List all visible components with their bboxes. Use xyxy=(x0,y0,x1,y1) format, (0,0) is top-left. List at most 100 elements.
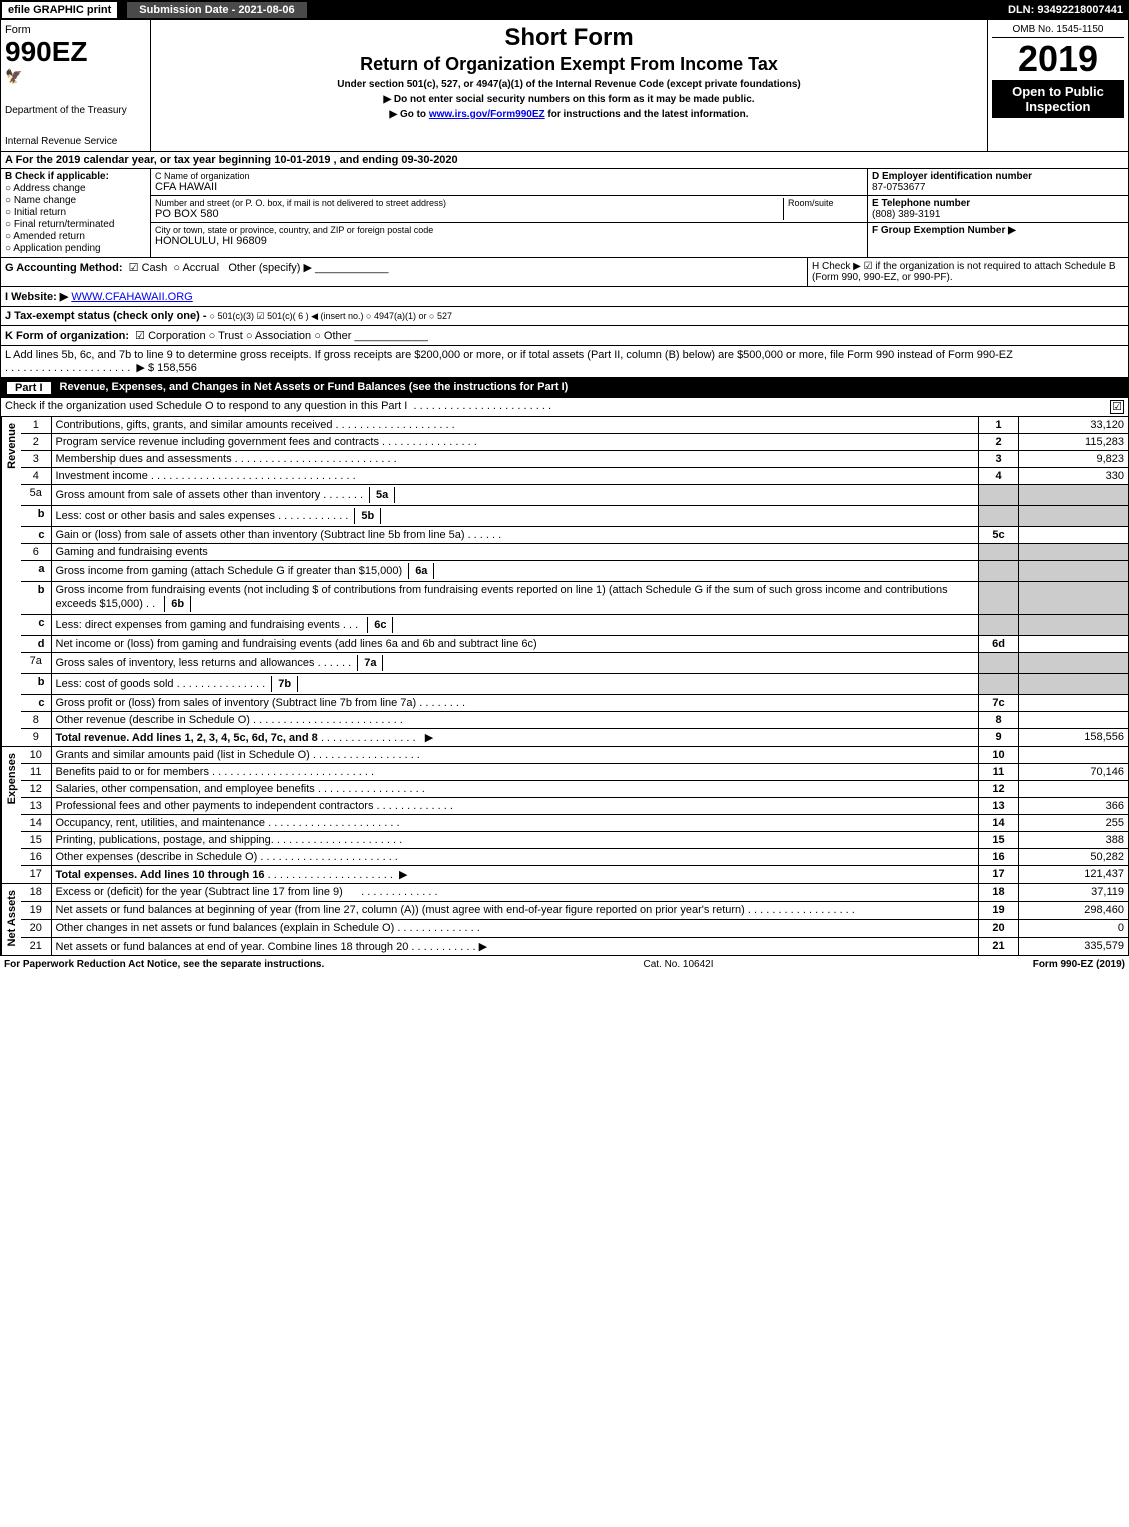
A-begin-date: 10-01-2019 xyxy=(274,154,330,166)
schedule-o-check-row: Check if the organization used Schedule … xyxy=(0,398,1129,417)
line-6c: cLess: direct expenses from gaming and f… xyxy=(21,615,1129,636)
form-number: 990EZ xyxy=(5,36,146,68)
C-street-label: Number and street (or P. O. box, if mail… xyxy=(155,198,783,208)
subtitle-section: Under section 501(c), 527, or 4947(a)(1)… xyxy=(155,79,983,90)
line-4: 4Investment income . . . . . . . . . . .… xyxy=(21,468,1129,485)
H-schedule-b: H Check ▶ ☑ if the organization is not r… xyxy=(808,258,1128,286)
line-5c: cGain or (loss) from sale of assets othe… xyxy=(21,527,1129,544)
line-11: 11Benefits paid to or for members . . . … xyxy=(21,764,1129,781)
line-8: 8Other revenue (describe in Schedule O) … xyxy=(21,712,1129,729)
G-label: G Accounting Method: xyxy=(5,262,123,274)
subtitle-goto: ▶ Go to www.irs.gov/Form990EZ for instru… xyxy=(155,109,983,120)
line-10: 10Grants and similar amounts paid (list … xyxy=(21,747,1129,764)
line-19: 19Net assets or fund balances at beginni… xyxy=(21,901,1129,919)
chk-label: Final return/terminated xyxy=(14,219,115,230)
line-3: 3Membership dues and assessments . . . .… xyxy=(21,451,1129,468)
col-C-org-info: C Name of organization CFA HAWAII Number… xyxy=(151,169,868,257)
line-13: 13Professional fees and other payments t… xyxy=(21,798,1129,815)
K-options[interactable]: ☑ Corporation ○ Trust ○ Association ○ Ot… xyxy=(135,330,351,342)
row-J-tax-exempt: J Tax-exempt status (check only one) - ○… xyxy=(0,307,1129,326)
A-prefix: A For the 2019 calendar year, or tax yea… xyxy=(5,154,274,166)
page-footer: For Paperwork Reduction Act Notice, see … xyxy=(0,956,1129,973)
line-9: 9Total revenue. Add lines 1, 2, 3, 4, 5c… xyxy=(21,729,1129,747)
part-I-title: Revenue, Expenses, and Changes in Net As… xyxy=(60,381,569,395)
line-2: 2Program service revenue including gover… xyxy=(21,434,1129,451)
J-label: J Tax-exempt status (check only one) - xyxy=(5,310,207,322)
efile-print-label[interactable]: efile GRAPHIC print xyxy=(0,0,119,20)
info-block: B Check if applicable: ○ Address change … xyxy=(0,169,1129,258)
chk-label: Application pending xyxy=(13,243,100,254)
line-7a: 7aGross sales of inventory, less returns… xyxy=(21,653,1129,674)
submission-date-label: Submission Date - 2021-08-06 xyxy=(125,0,308,20)
line-18: 18Excess or (deficit) for the year (Subt… xyxy=(21,884,1129,901)
row-K-form-org: K Form of organization: ☑ Corporation ○ … xyxy=(0,326,1129,346)
header-title-block: Short Form Return of Organization Exempt… xyxy=(151,20,988,151)
G-other[interactable]: Other (specify) ▶ xyxy=(228,262,312,274)
G-accounting: G Accounting Method: ☑ Cash ○ Accrual Ot… xyxy=(1,258,808,286)
chk-name-change[interactable]: ○ Name change xyxy=(5,195,146,206)
schedule-o-text: Check if the organization used Schedule … xyxy=(5,400,407,414)
irs-link[interactable]: www.irs.gov/Form990EZ xyxy=(429,109,545,120)
J-options[interactable]: ○ 501(c)(3) ☑ 501(c)( 6 ) ◀ (insert no.)… xyxy=(210,311,452,321)
net-assets-section: Net Assets 18Excess or (deficit) for the… xyxy=(0,884,1129,956)
expenses-side-label: Expenses xyxy=(1,747,21,884)
title-short-form: Short Form xyxy=(155,24,983,52)
L-text: L Add lines 5b, 6c, and 7b to line 9 to … xyxy=(5,349,1013,361)
chk-address-change[interactable]: ○ Address change xyxy=(5,183,146,194)
row-I-website: I Website: ▶ WWW.CFAHAWAII.ORG xyxy=(0,287,1129,307)
title-return-exempt: Return of Organization Exempt From Incom… xyxy=(155,54,983,75)
line-6b: bGross income from fundraising events (n… xyxy=(21,582,1129,615)
irs-eagle-icon: 🦅 xyxy=(5,68,146,85)
header-left: Form 990EZ 🦅 Department of the Treasury … xyxy=(1,20,151,151)
row-GH: G Accounting Method: ☑ Cash ○ Accrual Ot… xyxy=(0,258,1129,287)
C-city-label: City or town, state or province, country… xyxy=(155,225,863,235)
line-20: 20Other changes in net assets or fund ba… xyxy=(21,919,1129,937)
D-ein: 87-0753677 xyxy=(872,182,925,193)
E-phone: (808) 389-3191 xyxy=(872,209,940,220)
chk-amended-return[interactable]: ○ Amended return xyxy=(5,231,146,242)
dept-treasury: Department of the Treasury xyxy=(5,105,146,116)
omb-number: OMB No. 1545-1150 xyxy=(992,24,1124,38)
C-city: HONOLULU, HI 96809 xyxy=(155,235,863,247)
K-label: K Form of organization: xyxy=(5,330,129,342)
expenses-section: Expenses 10Grants and similar amounts pa… xyxy=(0,747,1129,884)
L-amount: 158,556 xyxy=(157,362,197,374)
chk-label: Initial return xyxy=(14,207,66,218)
footer-cat-no: Cat. No. 10642I xyxy=(643,959,713,970)
chk-final-return[interactable]: ○ Final return/terminated xyxy=(5,219,146,230)
dept-irs: Internal Revenue Service xyxy=(5,136,146,147)
col-DEF: D Employer identification number 87-0753… xyxy=(868,169,1128,257)
line-12: 12Salaries, other compensation, and empl… xyxy=(21,781,1129,798)
header-right: OMB No. 1545-1150 2019 Open to Public In… xyxy=(988,20,1128,151)
G-cash[interactable]: Cash xyxy=(142,262,168,274)
goto-suffix: for instructions and the latest informat… xyxy=(547,109,748,120)
L-arrow: ▶ $ xyxy=(136,362,154,374)
website-link[interactable]: WWW.CFAHAWAII.ORG xyxy=(71,291,192,303)
A-end-date: 09-30-2020 xyxy=(401,154,457,166)
tax-year: 2019 xyxy=(992,38,1124,80)
chk-application-pending[interactable]: ○ Application pending xyxy=(5,243,146,254)
open-to-public: Open to Public Inspection xyxy=(992,80,1124,118)
line-6a: aGross income from gaming (attach Schedu… xyxy=(21,561,1129,582)
chk-initial-return[interactable]: ○ Initial return xyxy=(5,207,146,218)
dln-label: DLN: 93492218007441 xyxy=(1002,2,1129,18)
G-accrual[interactable]: Accrual xyxy=(182,262,219,274)
line-6: 6Gaming and fundraising events xyxy=(21,544,1129,561)
line-1: 1Contributions, gifts, grants, and simil… xyxy=(21,417,1129,434)
subtitle-ssn-warning: ▶ Do not enter social security numbers o… xyxy=(155,94,983,105)
row-A-tax-year: A For the 2019 calendar year, or tax yea… xyxy=(0,152,1129,169)
C-room-label: Room/suite xyxy=(783,198,863,220)
col-B-checkboxes: B Check if applicable: ○ Address change … xyxy=(1,169,151,257)
part-I-title-bar: Part I Revenue, Expenses, and Changes in… xyxy=(0,378,1129,398)
D-label: D Employer identification number xyxy=(872,171,1032,182)
line-5b: bLess: cost or other basis and sales exp… xyxy=(21,506,1129,527)
A-mid: , and ending xyxy=(334,154,402,166)
line-7b: bLess: cost of goods sold . . . . . . . … xyxy=(21,674,1129,695)
revenue-side-label: Revenue xyxy=(1,417,21,747)
line-7c: cGross profit or (loss) from sales of in… xyxy=(21,695,1129,712)
line-21: 21Net assets or fund balances at end of … xyxy=(21,937,1129,956)
schedule-o-checkbox[interactable]: ☑ xyxy=(1110,400,1124,414)
top-bar: efile GRAPHIC print Submission Date - 20… xyxy=(0,0,1129,20)
B-heading: B Check if applicable: xyxy=(5,171,109,182)
C-street: PO BOX 580 xyxy=(155,208,783,220)
